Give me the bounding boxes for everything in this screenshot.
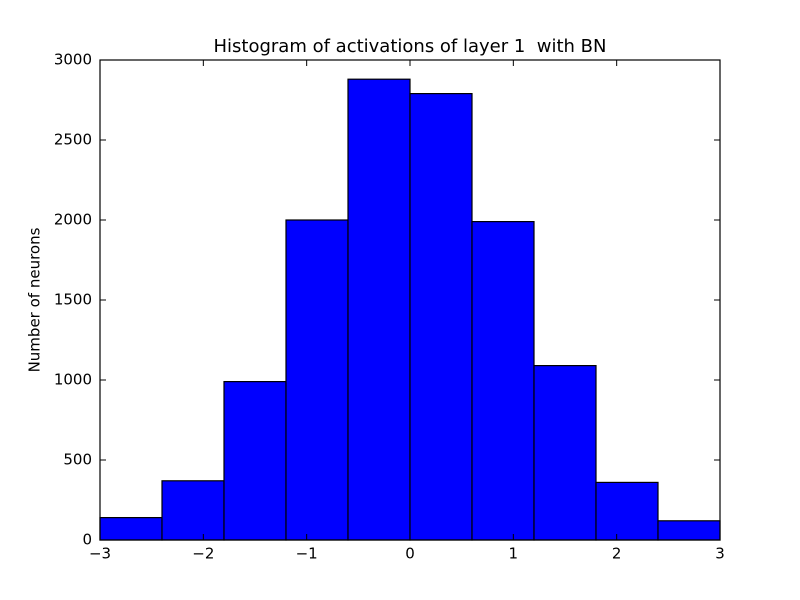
y-tick-label: 2000 [54, 211, 92, 229]
bar [347, 78, 411, 541]
bar [99, 516, 163, 541]
x-tick-label: 2 [612, 545, 622, 563]
y-tick-label: 500 [63, 451, 92, 469]
y-tick-label: 1000 [54, 371, 92, 389]
x-tick-label: −1 [296, 545, 318, 563]
bar [595, 481, 659, 541]
y-axis-label: Number of neurons [26, 227, 44, 372]
bar [161, 480, 225, 541]
y-tick-label: 2500 [54, 131, 92, 149]
bar [533, 365, 597, 541]
y-tick-label: 1500 [54, 291, 92, 309]
bar [657, 520, 721, 541]
x-tick-label: 0 [405, 545, 415, 563]
y-tick-label: 0 [82, 531, 92, 549]
bar [409, 92, 473, 541]
chart-title: Histogram of activations of layer 1 with… [214, 36, 607, 57]
bar [471, 221, 535, 541]
x-tick-label: 1 [509, 545, 519, 563]
x-tick-label: −3 [89, 545, 111, 563]
x-tick-label: 3 [715, 545, 725, 563]
bar [285, 219, 349, 541]
bar [223, 381, 287, 541]
x-tick-label: −2 [192, 545, 214, 563]
y-tick-label: 3000 [54, 51, 92, 69]
